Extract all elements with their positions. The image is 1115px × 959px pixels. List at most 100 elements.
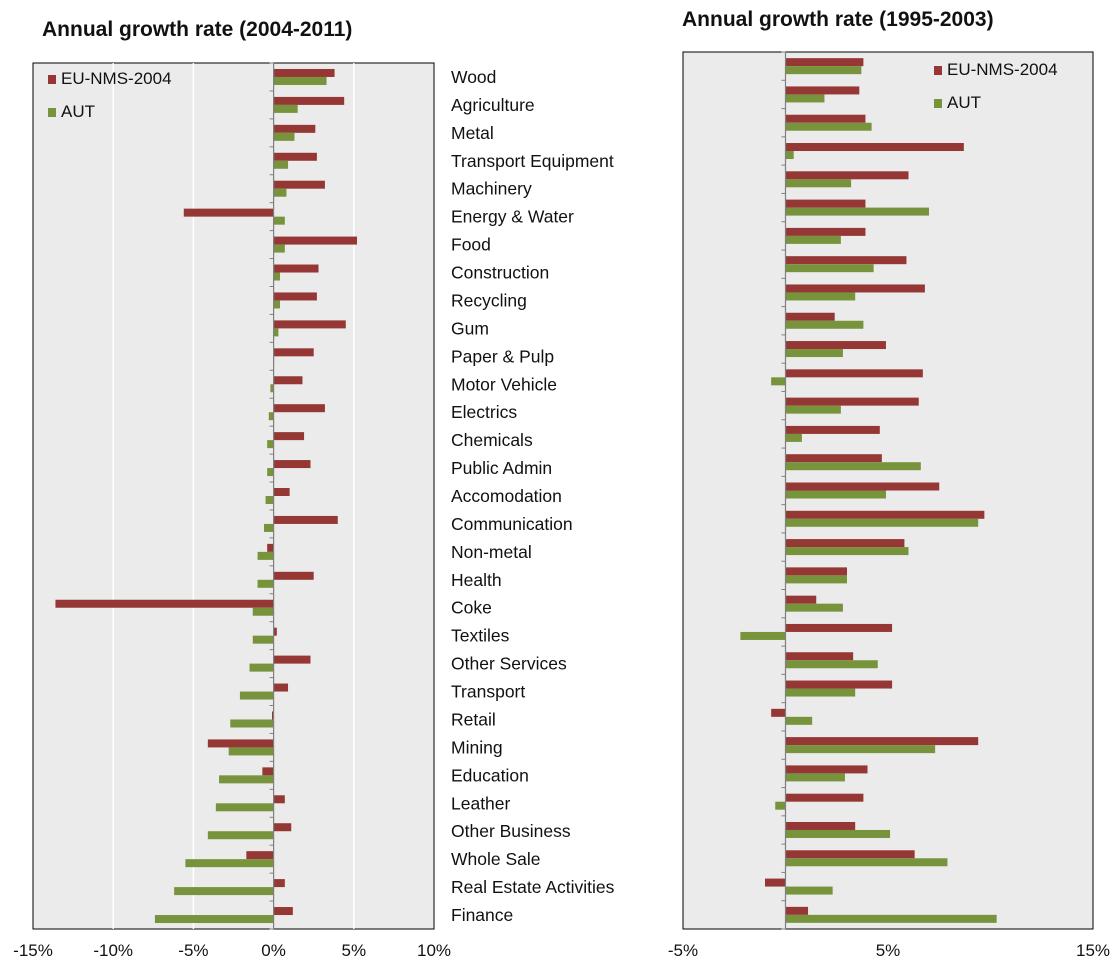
bar-right-eu-nms-2004-real-estate-activities	[765, 878, 786, 887]
bar-left-eu-nms-2004-leather	[273, 795, 285, 804]
category-label-recycling: Recycling	[451, 290, 527, 310]
bar-right-aut-food	[785, 235, 841, 244]
category-label-real-estate-activities: Real Estate Activities	[451, 877, 615, 897]
bar-right-eu-nms-2004-chemicals	[785, 425, 880, 434]
legend-label-left-aut: AUT	[61, 102, 95, 121]
bar-right-aut-chemicals	[785, 433, 802, 442]
category-label-transport-equipment: Transport Equipment	[451, 151, 614, 171]
category-label-energy-water: Energy & Water	[451, 207, 574, 227]
category-label-paper-pulp: Paper & Pulp	[451, 346, 554, 366]
bar-left-aut-wood	[273, 76, 327, 85]
bar-right-aut-construction	[785, 264, 874, 273]
chart-title-left: Annual growth rate (2004-2011)	[42, 18, 353, 41]
bar-right-aut-finance	[785, 914, 997, 923]
category-label-finance: Finance	[451, 905, 513, 925]
bar-right-aut-other-services	[785, 660, 878, 669]
category-label-communication: Communication	[451, 514, 573, 534]
bar-left-eu-nms-2004-motor-vehicle	[273, 376, 303, 385]
category-label-whole-sale: Whole Sale	[451, 849, 541, 869]
bar-left-eu-nms-2004-machinery	[273, 180, 325, 189]
bar-right-eu-nms-2004-finance	[785, 906, 809, 915]
bar-right-aut-public-admin	[785, 462, 921, 471]
bar-right-eu-nms-2004-recycling	[785, 284, 925, 293]
bar-right-aut-transport-equipment	[785, 151, 794, 160]
category-label-mining: Mining	[451, 737, 503, 757]
bar-right-eu-nms-2004-education	[785, 765, 868, 774]
bar-right-eu-nms-2004-accomodation	[785, 482, 940, 491]
x-tick-label-left: 5%	[342, 941, 367, 959]
bar-right-eu-nms-2004-construction	[785, 256, 907, 265]
category-label-machinery: Machinery	[451, 179, 532, 199]
bar-right-aut-non-metal	[785, 547, 909, 556]
legend-swatch-right-eu-nms-2004	[934, 66, 942, 75]
bar-right-aut-communication	[785, 518, 979, 527]
bar-left-aut-metal	[273, 132, 295, 141]
bar-left-aut-construction	[273, 272, 281, 281]
bar-left-aut-leather	[215, 803, 274, 812]
category-label-accomodation: Accomodation	[451, 486, 562, 506]
bar-right-eu-nms-2004-retail	[771, 708, 786, 717]
category-label-other-services: Other Services	[451, 654, 567, 674]
bar-left-aut-accomodation	[265, 496, 274, 504]
category-label-textiles: Textiles	[451, 626, 510, 646]
legend-swatch-left-aut	[48, 108, 56, 117]
category-label-education: Education	[451, 765, 529, 785]
category-label-motor-vehicle: Motor Vehicle	[451, 374, 557, 394]
bar-right-aut-paper-pulp	[785, 349, 843, 358]
bar-right-eu-nms-2004-machinery	[785, 171, 909, 180]
bar-left-eu-nms-2004-metal	[273, 124, 316, 133]
bar-left-eu-nms-2004-electrics	[273, 404, 325, 413]
bar-left-aut-textiles	[252, 635, 274, 644]
category-label-wood: Wood	[451, 67, 496, 87]
bar-right-aut-transport	[785, 688, 856, 697]
bar-right-eu-nms-2004-electrics	[785, 397, 919, 406]
bar-right-eu-nms-2004-food	[785, 227, 866, 236]
bar-right-aut-machinery	[785, 179, 852, 188]
bar-right-eu-nms-2004-other-business	[785, 821, 856, 830]
category-label-non-metal: Non-metal	[451, 542, 532, 562]
bar-left-aut-motor-vehicle	[270, 384, 274, 393]
x-tick-label-left: -10%	[93, 941, 133, 959]
bar-left-eu-nms-2004-food	[273, 236, 358, 245]
category-label-retail: Retail	[451, 709, 496, 729]
bar-right-eu-nms-2004-textiles	[785, 623, 893, 632]
bar-left-eu-nms-2004-mining	[207, 739, 274, 748]
bar-left-aut-chemicals	[267, 440, 274, 449]
bar-left-aut-gum	[273, 328, 279, 337]
bar-right-aut-wood	[785, 66, 862, 75]
bar-right-eu-nms-2004-metal	[785, 114, 866, 123]
bar-right-eu-nms-2004-non-metal	[785, 539, 905, 548]
bar-left-aut-food	[273, 244, 285, 253]
bar-left-eu-nms-2004-agriculture	[273, 96, 345, 105]
bar-right-aut-accomodation	[785, 490, 886, 499]
bar-right-eu-nms-2004-other-services	[785, 652, 854, 661]
bar-right-aut-coke	[785, 603, 843, 612]
bar-left-eu-nms-2004-real-estate-activities	[273, 879, 285, 888]
category-label-food: Food	[451, 235, 491, 255]
bar-left-eu-nms-2004-finance	[273, 907, 293, 916]
bar-left-eu-nms-2004-energy-water	[183, 208, 274, 217]
bar-right-eu-nms-2004-agriculture	[785, 86, 860, 95]
category-label-other-business: Other Business	[451, 821, 571, 841]
bar-right-aut-other-business	[785, 829, 891, 838]
bar-left-aut-other-business	[207, 831, 274, 840]
bar-right-eu-nms-2004-transport	[785, 680, 893, 689]
bar-right-eu-nms-2004-health	[785, 567, 847, 576]
bar-left-aut-transport	[239, 691, 274, 700]
bar-left-eu-nms-2004-other-services	[273, 655, 311, 664]
bar-left-eu-nms-2004-whole-sale	[246, 851, 274, 860]
bar-right-eu-nms-2004-mining	[785, 737, 979, 746]
bar-left-aut-agriculture	[273, 104, 298, 113]
bar-right-aut-agriculture	[785, 94, 825, 103]
bar-left-aut-mining	[228, 747, 274, 756]
bar-left-eu-nms-2004-gum	[273, 320, 346, 329]
bar-left-aut-machinery	[273, 188, 287, 197]
bar-right-aut-education	[785, 773, 845, 782]
category-label-leather: Leather	[451, 793, 511, 813]
bar-left-aut-recycling	[273, 300, 281, 309]
bar-right-eu-nms-2004-wood	[785, 58, 864, 67]
bar-left-eu-nms-2004-wood	[273, 68, 335, 77]
bar-left-aut-whole-sale	[185, 859, 274, 868]
x-tick-label-left: 0%	[261, 941, 286, 959]
bar-left-eu-nms-2004-textiles	[273, 627, 277, 636]
